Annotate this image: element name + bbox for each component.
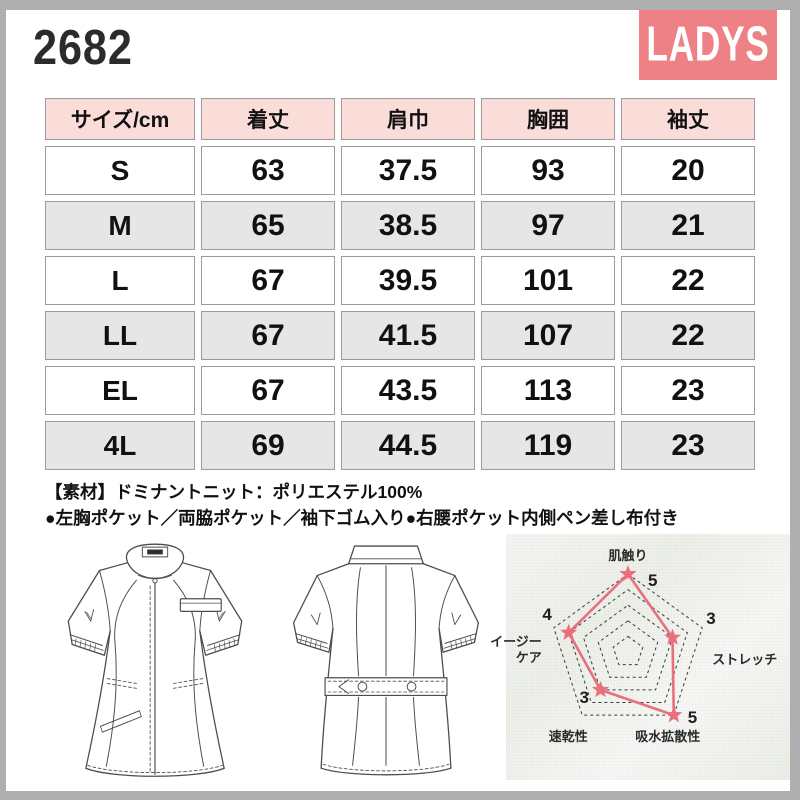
table-cell: 44.5 [341,421,475,470]
table-cell: 41.5 [341,311,475,360]
table-cell: 97 [481,201,615,250]
col-header-length: 着丈 [201,98,335,140]
svg-text:5: 5 [648,571,657,590]
table-cell: 67 [201,366,335,415]
fabric-swatch: 肌触り 5 ストレッチ 3 吸水拡散性 5 速乾性 3 イージーケア 4 [490,534,790,780]
table-cell: 23 [621,366,755,415]
table-cell: 38.5 [341,201,475,250]
col-header-sleeve: 袖丈 [621,98,755,140]
table-cell: 67 [201,256,335,305]
garment-back-illustration [272,540,500,788]
garment-front-illustration [42,538,268,790]
col-header-shoulder: 肩巾 [341,98,475,140]
table-cell: 22 [621,311,755,360]
table-cell: 93 [481,146,615,195]
table-row-size: EL [45,366,195,415]
table-cell: 23 [621,421,755,470]
svg-text:3: 3 [706,609,715,628]
table-cell: 113 [481,366,615,415]
ladys-badge: LADYS [639,10,777,80]
table-cell: 67 [201,311,335,360]
col-header-size: サイズ/cm [45,98,195,140]
svg-text:速乾性: 速乾性 [549,729,588,744]
spec-sheet-page: 2682 LADYS サイズ/cm 着丈 肩巾 胸囲 袖丈 S 63 37.5 … [6,10,790,791]
table-cell: 101 [481,256,615,305]
table-cell: 22 [621,256,755,305]
table-cell: 43.5 [341,366,475,415]
table-row-size: S [45,146,195,195]
table-row-size: M [45,201,195,250]
product-details: 【素材】ドミナントニット：ポリエステル100% ●左胸ポケット／両脇ポケット／袖… [45,479,765,531]
material-text: 【素材】ドミナントニット：ポリエステル100% [45,482,423,502]
ladys-badge-label: LADYS [646,17,770,72]
features-text: ●左胸ポケット／両脇ポケット／袖下ゴム入り●右腰ポケット内側ペン差し布付き [45,508,679,528]
table-cell: 107 [481,311,615,360]
table-row-size: LL [45,311,195,360]
svg-text:4: 4 [542,605,552,624]
svg-text:5: 5 [688,708,697,727]
size-table: サイズ/cm 着丈 肩巾 胸囲 袖丈 S 63 37.5 93 20 M 65 … [45,98,755,470]
table-cell: 119 [481,421,615,470]
col-header-chest: 胸囲 [481,98,615,140]
svg-text:イージーケア: イージーケア [490,634,542,665]
table-cell: 39.5 [341,256,475,305]
table-row-size: 4L [45,421,195,470]
svg-text:ストレッチ: ストレッチ [712,652,777,667]
table-cell: 21 [621,201,755,250]
table-cell: 37.5 [341,146,475,195]
svg-text:肌触り: 肌触り [608,548,647,563]
table-cell: 63 [201,146,335,195]
table-cell: 65 [201,201,335,250]
table-cell: 20 [621,146,755,195]
svg-text:3: 3 [579,688,588,707]
table-row-size: L [45,256,195,305]
svg-text:吸水拡散性: 吸水拡散性 [635,729,700,744]
table-cell: 69 [201,421,335,470]
product-code: 2682 [33,19,133,75]
